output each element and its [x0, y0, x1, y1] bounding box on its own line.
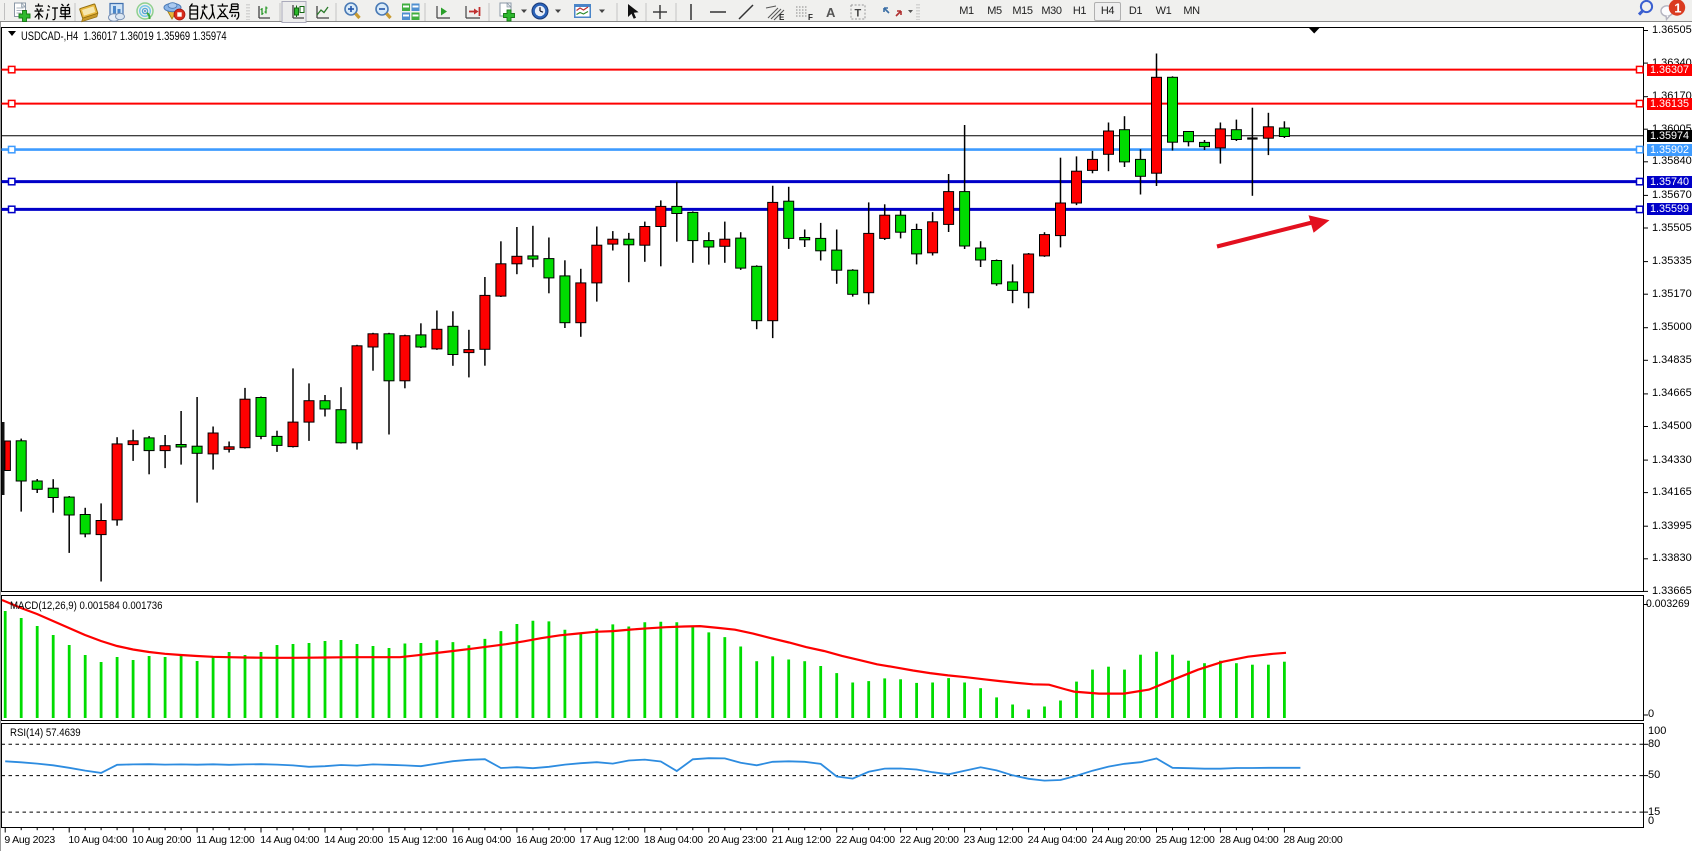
svg-text:E: E [779, 13, 785, 22]
svg-text:A: A [826, 5, 836, 20]
svg-text:1: 1 [1674, 1, 1681, 16]
svg-text:F: F [808, 13, 813, 22]
svg-text:T: T [855, 8, 862, 20]
